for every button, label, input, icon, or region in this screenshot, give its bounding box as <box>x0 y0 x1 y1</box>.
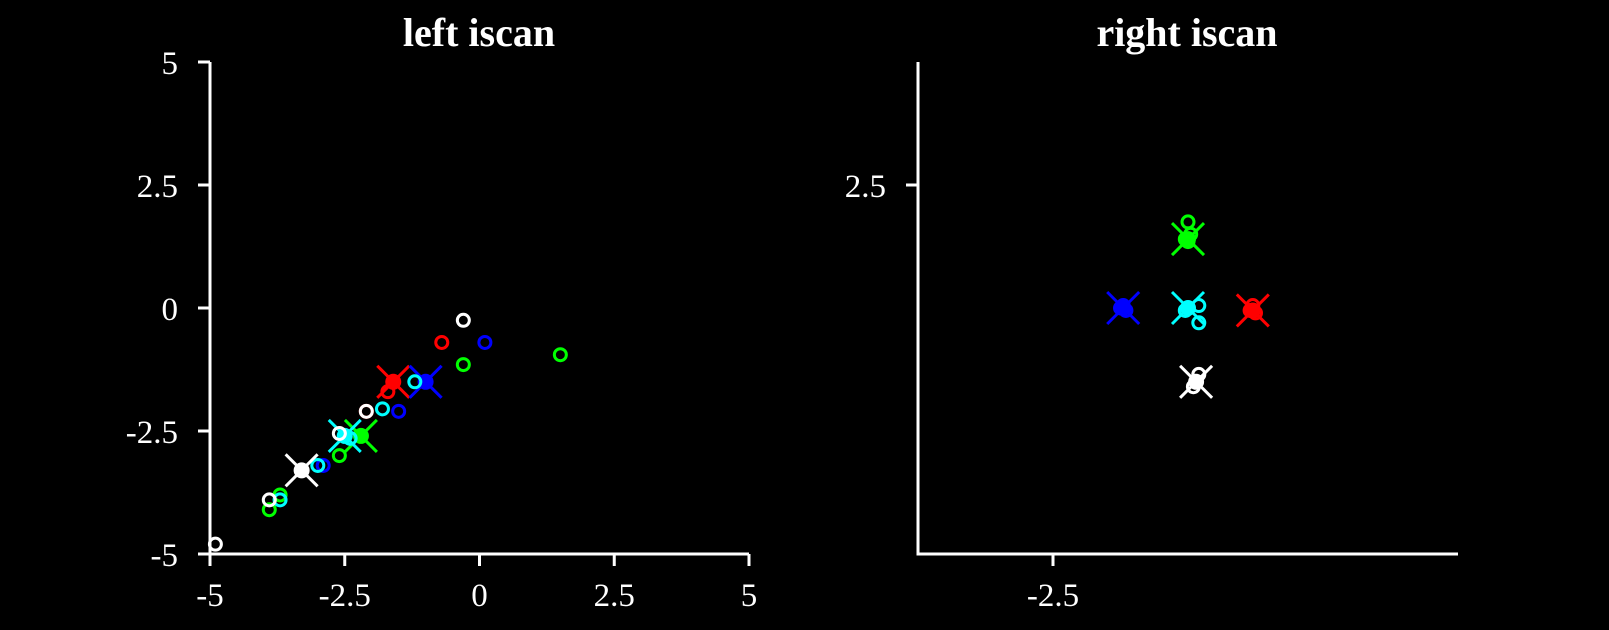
x-tick-label: -2.5 <box>319 578 371 614</box>
data-point <box>455 312 471 328</box>
data-point <box>315 457 331 473</box>
mean-marker-cross <box>1170 222 1206 257</box>
mean-marker-cross <box>1106 290 1141 326</box>
left-iscan-panel: left iscan -5 -2.5 0 2.5 5 -5 -2.5 0 2.5 5 <box>126 10 758 614</box>
mean-marker-cross <box>376 364 411 399</box>
x-tick-label: -5 <box>196 578 224 614</box>
right-iscan-panel: right iscan -2.5 2.5 <box>845 10 1458 614</box>
mean-marker-cross <box>1179 364 1214 399</box>
data-point <box>207 536 223 552</box>
y-tick-label: 2.5 <box>137 169 178 205</box>
data-point <box>552 347 568 363</box>
data-point <box>261 492 277 508</box>
x-tick-label: 5 <box>741 578 758 614</box>
data-point <box>261 502 277 518</box>
data-point <box>455 357 471 373</box>
data-point <box>331 425 347 441</box>
x-tick-label: 2.5 <box>594 578 635 614</box>
mean-marker-cross <box>284 453 319 488</box>
mean-marker-cross <box>1235 293 1270 328</box>
data-point <box>434 334 450 350</box>
data-point <box>310 457 326 473</box>
mean-marker-cross <box>343 418 378 453</box>
data-point <box>331 448 347 464</box>
data-point <box>391 403 407 419</box>
x-tick-label: 0 <box>471 578 488 614</box>
y-tick-label: 5 <box>162 46 179 82</box>
y-tick-label: -5 <box>151 538 179 574</box>
mean-marker-cross <box>1170 290 1206 326</box>
data-point <box>1180 214 1196 230</box>
y-tick-label: -2.5 <box>126 415 178 451</box>
y-tick-label: 0 <box>162 292 179 328</box>
left-chart-title: left iscan <box>403 10 555 55</box>
data-point <box>407 374 423 390</box>
data-point <box>477 334 493 350</box>
data-point <box>358 403 374 419</box>
x-tick-label: -2.5 <box>1027 578 1079 614</box>
right-chart-title: right iscan <box>1096 10 1277 55</box>
data-point <box>374 401 390 417</box>
y-tick-label: 2.5 <box>845 169 886 205</box>
mean-marker-cross <box>408 364 443 399</box>
